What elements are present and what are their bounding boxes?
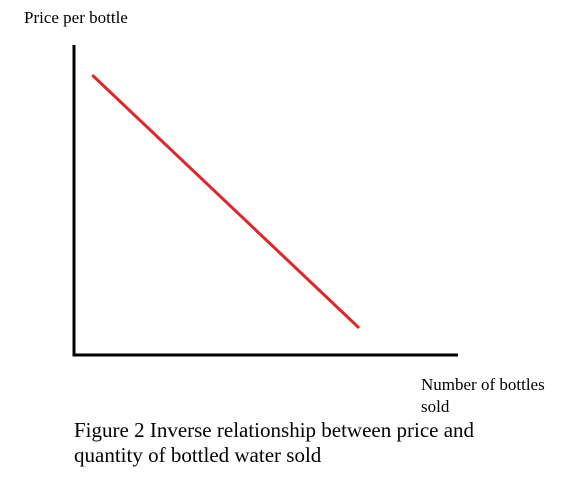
x-axis-label: Number of bottles sold bbox=[421, 375, 545, 416]
series-line-0 bbox=[91, 74, 360, 329]
y-axis-label: Price per bottle bbox=[24, 8, 128, 27]
series-layer bbox=[91, 74, 360, 329]
figure-caption: Figure 2 Inverse relationship between pr… bbox=[74, 418, 475, 467]
